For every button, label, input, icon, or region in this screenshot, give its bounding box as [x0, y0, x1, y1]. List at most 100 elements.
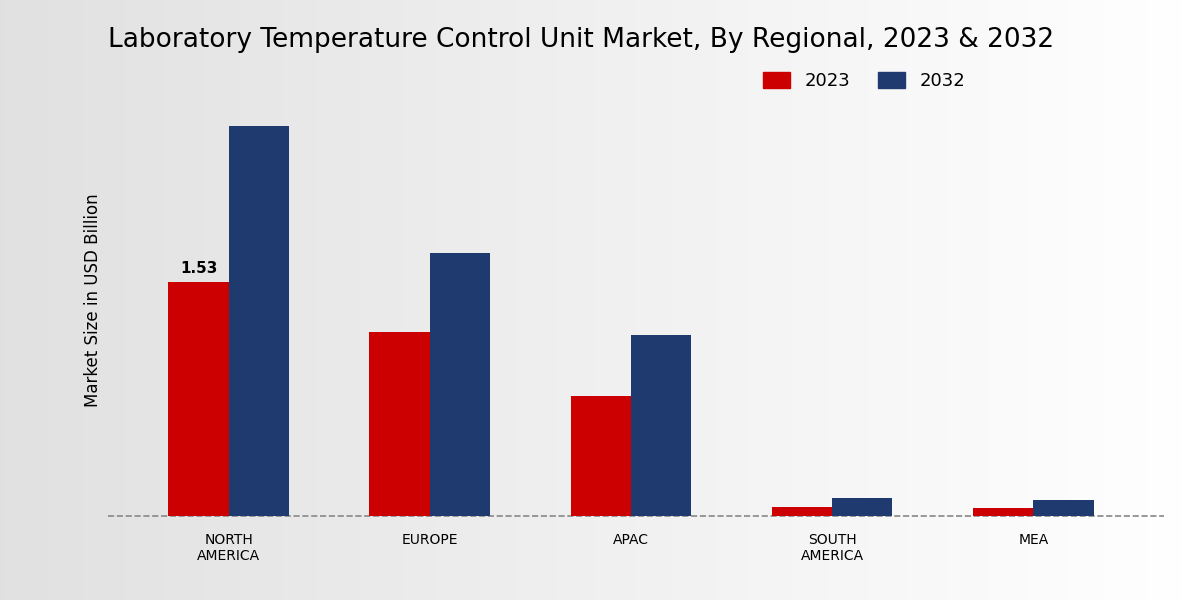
Bar — [396, 0, 402, 600]
Bar — [894, 0, 900, 600]
Bar — [832, 498, 893, 516]
Bar — [168, 281, 229, 516]
Bar — [492, 0, 498, 600]
Bar — [210, 0, 216, 600]
Bar — [390, 0, 396, 600]
Bar — [504, 0, 510, 600]
Bar — [229, 125, 289, 516]
Bar — [462, 0, 468, 600]
Bar — [1074, 0, 1080, 600]
Bar — [648, 0, 654, 600]
Bar — [804, 0, 810, 600]
Bar — [936, 0, 942, 600]
Bar — [852, 0, 858, 600]
Bar — [930, 0, 936, 600]
Bar — [606, 0, 612, 600]
Bar — [486, 0, 492, 600]
Bar — [156, 0, 162, 600]
Bar — [1050, 0, 1056, 600]
Bar — [714, 0, 720, 600]
Bar — [858, 0, 864, 600]
Bar — [876, 0, 882, 600]
Bar — [1158, 0, 1164, 600]
Bar — [18, 0, 24, 600]
Bar — [642, 0, 648, 600]
Bar — [318, 0, 324, 600]
Bar — [942, 0, 948, 600]
Bar — [90, 0, 96, 600]
Bar — [510, 0, 516, 600]
Bar — [66, 0, 72, 600]
Bar — [762, 0, 768, 600]
Bar — [1056, 0, 1062, 600]
Bar — [366, 0, 372, 600]
Bar — [1068, 0, 1074, 600]
Bar — [348, 0, 354, 600]
Bar — [780, 0, 786, 600]
Bar — [900, 0, 906, 600]
Bar — [1116, 0, 1122, 600]
Bar — [582, 0, 588, 600]
Bar — [624, 0, 630, 600]
Bar — [973, 508, 1033, 516]
Bar — [30, 0, 36, 600]
Bar — [330, 0, 336, 600]
Bar — [1164, 0, 1170, 600]
Bar — [360, 0, 366, 600]
Bar — [666, 0, 672, 600]
Bar — [408, 0, 414, 600]
Bar — [186, 0, 192, 600]
Bar — [756, 0, 762, 600]
Bar — [966, 0, 972, 600]
Y-axis label: Market Size in USD Billion: Market Size in USD Billion — [84, 193, 102, 407]
Bar — [222, 0, 228, 600]
Bar — [96, 0, 102, 600]
Bar — [696, 0, 702, 600]
Bar — [996, 0, 1002, 600]
Bar — [430, 253, 490, 516]
Bar — [720, 0, 726, 600]
Bar — [822, 0, 828, 600]
Bar — [1122, 0, 1128, 600]
Bar — [1014, 0, 1020, 600]
Bar — [204, 0, 210, 600]
Bar — [990, 0, 996, 600]
Bar — [54, 0, 60, 600]
Bar — [600, 0, 606, 600]
Bar — [438, 0, 444, 600]
Bar — [912, 0, 918, 600]
Bar — [42, 0, 48, 600]
Bar — [564, 0, 570, 600]
Bar — [882, 0, 888, 600]
Bar — [138, 0, 144, 600]
Bar — [1104, 0, 1110, 600]
Bar — [264, 0, 270, 600]
Bar — [924, 0, 930, 600]
Bar — [744, 0, 750, 600]
Bar — [888, 0, 894, 600]
Bar — [571, 397, 631, 516]
Bar — [456, 0, 462, 600]
Bar — [552, 0, 558, 600]
Bar — [540, 0, 546, 600]
Bar — [312, 0, 318, 600]
Bar — [198, 0, 204, 600]
Bar — [234, 0, 240, 600]
Bar — [480, 0, 486, 600]
Bar — [36, 0, 42, 600]
Bar — [1092, 0, 1098, 600]
Bar — [528, 0, 534, 600]
Bar — [432, 0, 438, 600]
Bar — [1080, 0, 1086, 600]
Bar — [684, 0, 690, 600]
Bar — [1008, 0, 1014, 600]
Bar — [768, 0, 774, 600]
Bar — [618, 0, 624, 600]
Bar — [342, 0, 348, 600]
Bar — [522, 0, 528, 600]
Bar — [516, 0, 522, 600]
Bar — [798, 0, 804, 600]
Bar — [906, 0, 912, 600]
Bar — [840, 0, 846, 600]
Bar — [174, 0, 180, 600]
